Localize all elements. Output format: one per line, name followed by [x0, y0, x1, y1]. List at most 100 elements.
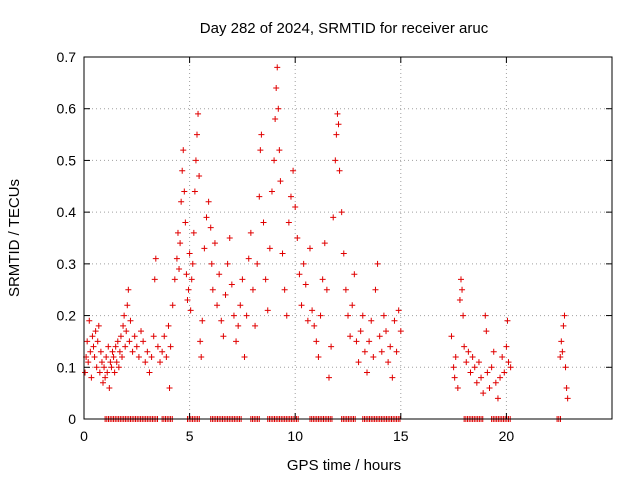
data-point [357, 328, 364, 335]
data-point [364, 369, 371, 376]
data-point [494, 395, 501, 402]
data-point [283, 312, 290, 319]
data-point [102, 374, 109, 381]
data-point [157, 359, 164, 366]
data-point [115, 364, 122, 371]
data-point [277, 178, 284, 185]
data-point [191, 188, 198, 195]
data-point [333, 131, 340, 138]
data-point [111, 369, 118, 376]
data-point [480, 390, 487, 397]
data-point [304, 317, 311, 324]
data-point [211, 240, 218, 247]
data-point [173, 255, 180, 262]
data-point [488, 364, 495, 371]
data-point [239, 276, 246, 283]
y-tick-label: 0.7 [57, 49, 77, 65]
data-point [196, 172, 203, 179]
data-point [374, 260, 381, 267]
data-point [558, 338, 565, 345]
data-point [336, 167, 343, 174]
data-point [167, 343, 174, 350]
data-point [353, 338, 360, 345]
data-point [192, 157, 199, 164]
data-point [144, 348, 151, 355]
data-point [279, 250, 286, 257]
data-point [448, 333, 455, 340]
data-point [237, 302, 244, 309]
data-point [119, 353, 126, 360]
data-point [385, 359, 392, 366]
data-point [249, 286, 256, 293]
data-point [123, 328, 130, 335]
data-point [351, 271, 358, 278]
data-point [372, 286, 379, 293]
x-tick-label: 5 [186, 428, 194, 444]
data-point [483, 328, 490, 335]
data-point [452, 353, 459, 360]
chart-title: Day 282 of 2024, SRMTID for receiver aru… [200, 20, 489, 37]
data-point [182, 219, 189, 226]
data-point [189, 260, 196, 267]
data-point [112, 343, 119, 350]
data-point [475, 359, 482, 366]
x-tick-label: 10 [287, 428, 303, 444]
data-point [300, 260, 307, 267]
data-point [463, 359, 470, 366]
data-point [197, 338, 204, 345]
data-point [101, 364, 108, 371]
data-point [85, 359, 92, 366]
data-point [557, 353, 564, 360]
data-point [124, 302, 131, 309]
data-point [131, 333, 138, 340]
data-point [230, 312, 237, 319]
data-point [107, 359, 114, 366]
data-point [97, 348, 104, 355]
data-point [349, 302, 356, 309]
data-point [345, 312, 351, 319]
data-point [471, 364, 478, 371]
data-point [140, 338, 147, 345]
data-point [243, 312, 250, 319]
data-point [138, 328, 145, 335]
data-point [469, 353, 476, 360]
data-point [179, 167, 186, 174]
data-point [330, 214, 337, 221]
data-point [256, 193, 263, 200]
data-point [285, 219, 292, 226]
x-tick-label: 15 [393, 428, 409, 444]
data-point [378, 348, 385, 355]
data-point [203, 214, 210, 221]
data-point [459, 286, 466, 293]
data-point [226, 235, 233, 241]
data-point [176, 266, 183, 273]
plot-frame [83, 56, 613, 420]
data-point [275, 105, 282, 112]
data-point [103, 353, 110, 360]
data-point [183, 271, 190, 278]
data-point [165, 322, 172, 329]
data-point [328, 343, 335, 350]
data-point [302, 281, 309, 288]
data-point [184, 297, 191, 304]
data-point [159, 348, 166, 355]
data-point [228, 281, 235, 288]
data-point [393, 348, 400, 355]
data-point [482, 312, 489, 319]
data-point [505, 359, 512, 366]
data-point [127, 317, 134, 324]
data-point [245, 255, 252, 262]
data-point [456, 297, 463, 304]
data-point [104, 369, 111, 376]
data-point [88, 374, 95, 381]
data-point [161, 333, 168, 340]
data-point [108, 364, 115, 371]
data-point [95, 322, 102, 329]
data-point [450, 364, 457, 371]
data-point [334, 110, 341, 117]
data-point [92, 328, 99, 335]
data-point [207, 224, 214, 231]
data-point [116, 348, 123, 355]
data-point [454, 384, 461, 391]
data-point [195, 110, 202, 117]
